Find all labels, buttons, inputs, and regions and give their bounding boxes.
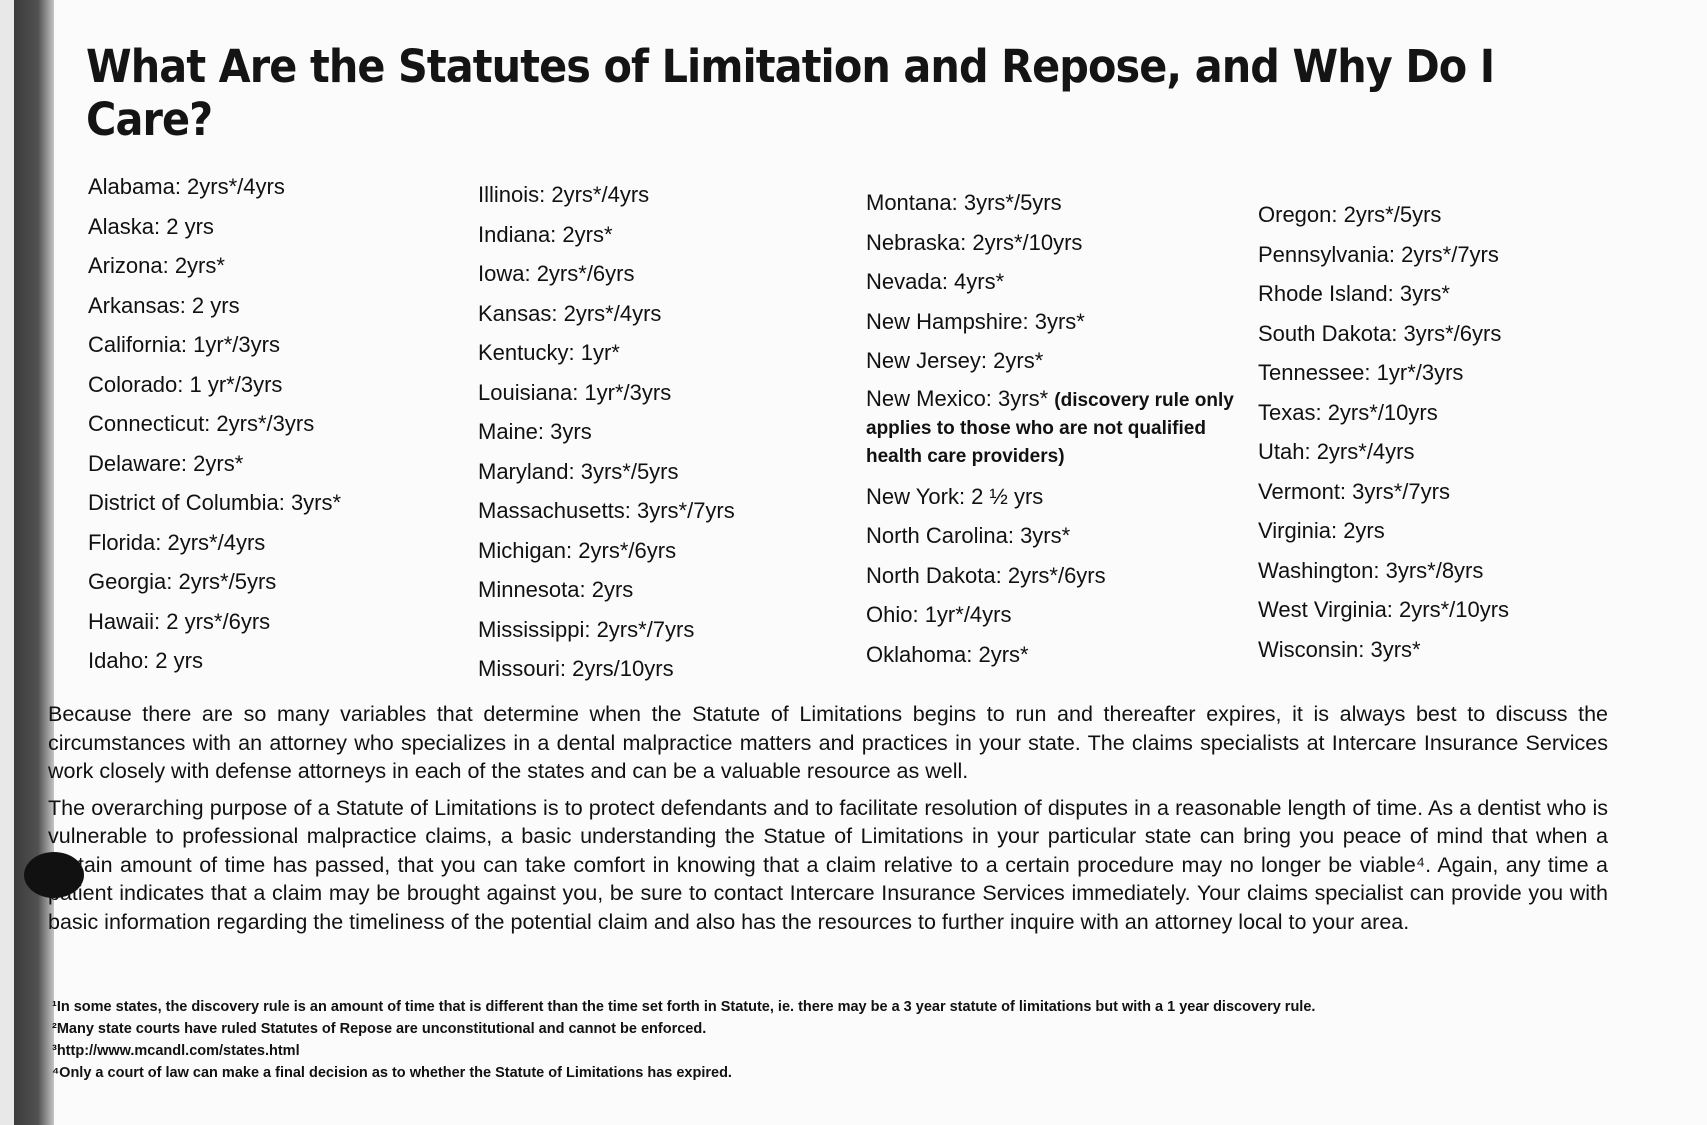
state-entry: Louisiana: 1yr*/3yrs xyxy=(478,379,672,405)
states-column-2: Illinois: 2yrs*/4yrs Indiana: 2yrs* Iowa: … xyxy=(478,180,858,694)
state-entry: Iowa: 2yrs*/6yrs xyxy=(478,261,635,286)
state-entry: Pennsylvania: 2yrs*/7yrs xyxy=(1258,241,1499,267)
states-column-4: Oregon: 2yrs*/5yrs Pennsylvania: 2yrs*/7y… xyxy=(1258,200,1638,674)
state-entry: Tennessee: 1yr*/3yrs xyxy=(1258,360,1464,385)
body-text: Because there are so many variables that… xyxy=(48,700,1608,944)
state-entry-new-mexico: New Mexico: 3yrs* (discovery rule only a… xyxy=(866,386,1246,470)
footnotes: ¹In some states, the discovery rule is a… xyxy=(52,996,1315,1084)
state-entry: California: 1yr*/3yrs xyxy=(88,332,280,357)
state-entry: Georgia: 2yrs*/5yrs xyxy=(88,569,277,594)
state-entry: Missouri: 2yrs/10yrs xyxy=(478,656,674,681)
state-entry: Illinois: 2yrs*/4yrs xyxy=(478,182,650,207)
state-label: New Mexico: 3yrs* xyxy=(866,385,1049,411)
state-entry: Texas: 2yrs*/10yrs xyxy=(1258,399,1438,425)
state-entry: Maryland: 3yrs*/5yrs xyxy=(478,458,679,484)
scan-blot xyxy=(24,852,84,898)
scan-shadow xyxy=(14,0,54,1125)
state-entry: New York: 2 ½ yrs xyxy=(866,483,1044,509)
state-entry: Kansas: 2yrs*/4yrs xyxy=(478,300,662,326)
state-entry: Oklahoma: 2yrs* xyxy=(866,641,1029,667)
state-entry: Indiana: 2yrs* xyxy=(478,221,613,247)
state-entry: Delaware: 2yrs* xyxy=(88,450,244,476)
state-entry: Washington: 3yrs*/8yrs xyxy=(1258,557,1484,583)
footnote-2: ²Many state courts have ruled Statutes o… xyxy=(52,1021,707,1037)
footnote-3: ³http://www.mcandl.com/states.html xyxy=(52,1043,300,1059)
state-entry: Nebraska: 2yrs*/10yrs xyxy=(866,229,1083,255)
state-entry: Oregon: 2yrs*/5yrs xyxy=(1258,202,1442,227)
state-entry: Kentucky: 1yr* xyxy=(478,340,620,365)
state-entry: Arizona: 2yrs* xyxy=(88,253,225,278)
state-entry: Colorado: 1 yr*/3yrs xyxy=(88,371,283,397)
state-entry: North Dakota: 2yrs*/6yrs xyxy=(866,562,1106,588)
state-entry: Arkansas: 2 yrs xyxy=(88,292,240,318)
state-entry: Nevada: 4yrs* xyxy=(866,269,1005,294)
state-entry: Utah: 2yrs*/4yrs xyxy=(1258,439,1415,464)
state-entry: Connecticut: 2yrs*/3yrs xyxy=(88,411,315,436)
state-entry: Minnesota: 2yrs xyxy=(478,577,634,602)
paragraph-2: The overarching purpose of a Statute of … xyxy=(48,795,1608,934)
footnote-4: ⁴Only a court of law can make a final de… xyxy=(52,1065,732,1081)
state-entry: Maine: 3yrs xyxy=(478,419,592,444)
state-entry: Vermont: 3yrs*/7yrs xyxy=(1258,478,1450,504)
state-entry: Wisconsin: 3yrs* xyxy=(1258,636,1421,662)
state-entry: Mississippi: 2yrs*/7yrs xyxy=(478,616,695,642)
state-entry: District of Columbia: 3yrs* xyxy=(88,490,342,515)
state-entry: Montana: 3yrs*/5yrs xyxy=(866,190,1062,215)
new-mexico-note: (discovery rule only applies to those wh… xyxy=(866,389,1234,467)
states-column-1: Alabama: 2yrs*/4yrs Alaska: 2 yrs Arizona:… xyxy=(88,172,468,686)
state-entry: Michigan: 2yrs*/6yrs xyxy=(478,537,677,563)
state-entry: Alaska: 2 yrs xyxy=(88,213,214,239)
state-entry: Rhode Island: 3yrs* xyxy=(1258,281,1450,306)
state-entry: Florida: 2yrs*/4yrs xyxy=(88,529,266,555)
state-entry: Idaho: 2 yrs xyxy=(88,648,203,673)
scan-edge xyxy=(0,0,14,1125)
state-entry: South Dakota: 3yrs*/6yrs xyxy=(1258,320,1502,346)
state-entry: Alabama: 2yrs*/4yrs xyxy=(88,174,285,199)
state-entry: North Carolina: 3yrs* xyxy=(866,523,1071,548)
state-entry: Virginia: 2yrs xyxy=(1258,518,1385,543)
state-entry: New Jersey: 2yrs* xyxy=(866,348,1044,373)
state-entry: Ohio: 1yr*/4yrs xyxy=(866,602,1012,627)
footnote-1: ¹In some states, the discovery rule is a… xyxy=(52,999,1316,1015)
page-title: What Are the Statutes of Limitation and … xyxy=(86,40,1495,146)
state-entry: New Hampshire: 3yrs* xyxy=(866,308,1085,334)
state-entry: West Virginia: 2yrs*/10yrs xyxy=(1258,597,1510,622)
state-entry: Massachusetts: 3yrs*/7yrs xyxy=(478,498,735,523)
states-column-3: Montana: 3yrs*/5yrs Nebraska: 2yrs*/10yrs… xyxy=(866,188,1246,679)
state-entry: Hawaii: 2 yrs*/6yrs xyxy=(88,608,271,634)
paragraph-1: Because there are so many variables that… xyxy=(48,702,1608,783)
